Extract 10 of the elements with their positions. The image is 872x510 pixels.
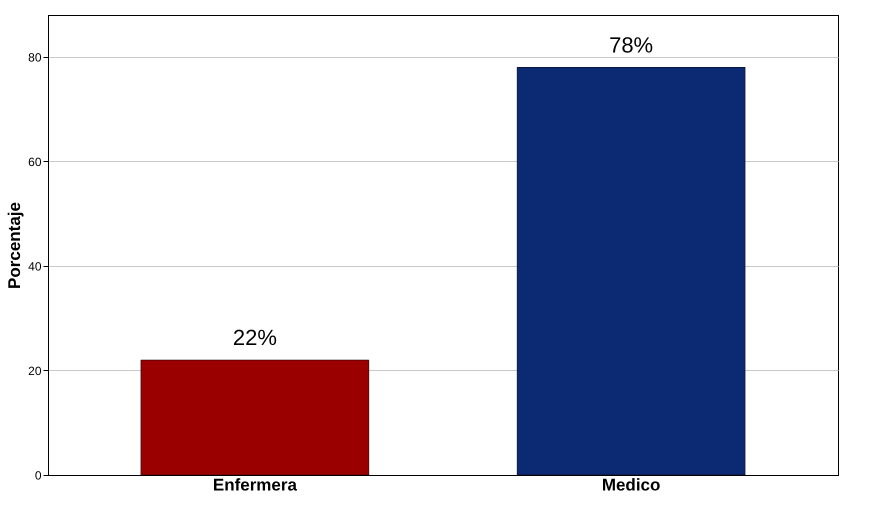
- y-tick-label: 80: [28, 50, 42, 64]
- y-tick-label: 40: [28, 259, 42, 274]
- x-tick-label: Medico: [602, 476, 660, 494]
- y-tick-label: 60: [28, 154, 42, 169]
- y-axis-title: Porcentaje: [5, 202, 24, 289]
- data-label: 78%: [609, 32, 654, 58]
- y-tick-label: 20: [28, 364, 42, 378]
- x-tick-label: Enfermera: [212, 476, 298, 494]
- y-tick-label: 0: [34, 468, 42, 482]
- data-label: 22%: [232, 325, 277, 350]
